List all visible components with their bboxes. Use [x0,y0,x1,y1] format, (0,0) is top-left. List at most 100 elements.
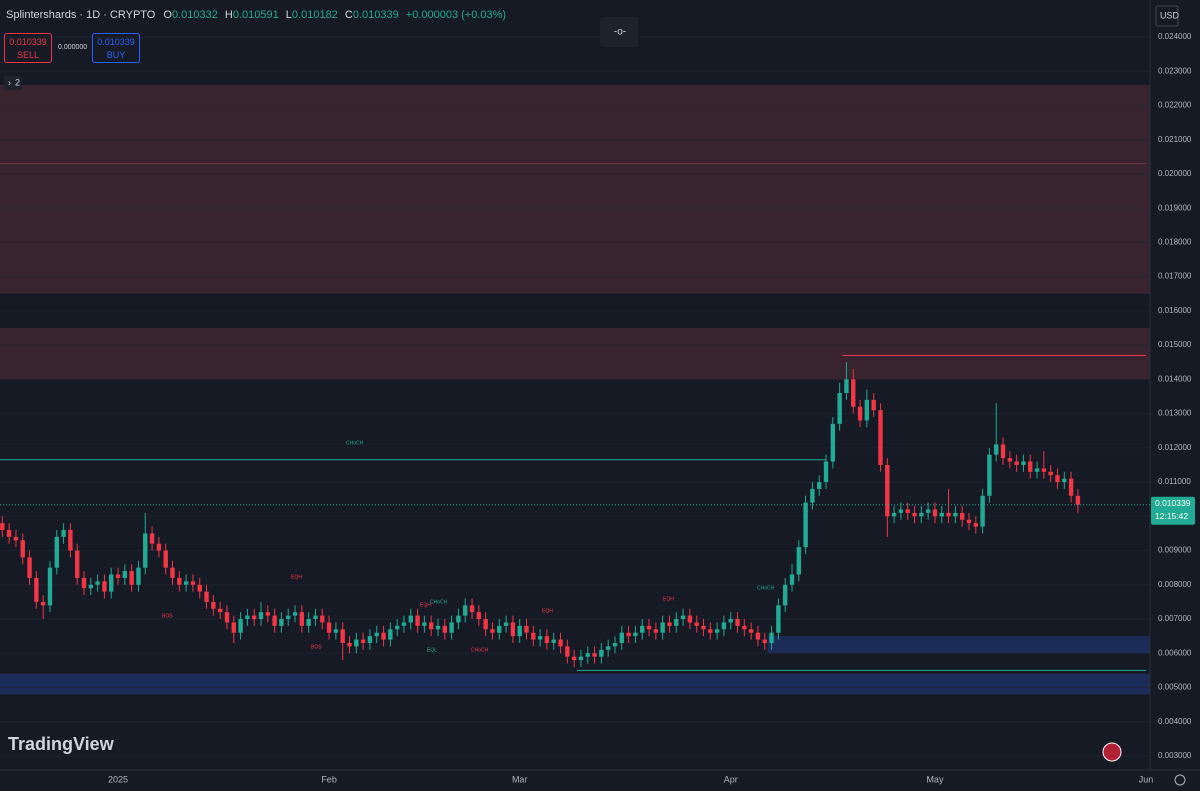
ohlc-value: 0.010182 [291,9,338,21]
candle-body [20,540,25,558]
candle-body [34,577,39,602]
candle-body [340,629,345,643]
candle-body [551,639,556,643]
candle-body [251,615,257,620]
candle-body [217,608,223,613]
currency-button[interactable] [1155,5,1179,27]
toolbar-icon[interactable]: -o- [614,27,626,38]
y-tick-label: 0.013000 [1158,409,1192,418]
candle-body [408,615,413,623]
indicators-toggle[interactable] [4,76,22,90]
x-tick-label: 2025 [108,774,128,784]
candle-body [510,622,516,637]
indicators-icon: › [8,77,11,87]
candle-body [571,656,577,661]
candle-body [6,529,12,537]
candle-body [197,584,202,592]
candle-body [177,577,182,585]
candle-body [428,622,434,630]
candle-body [1014,461,1019,465]
symbol[interactable]: Splintershards · 1D · CRYPTO [6,9,156,21]
candle-body [463,605,468,616]
annotation: BOS [311,644,322,650]
logo: TradingView [8,734,115,754]
candle-body [748,629,754,633]
ohlc: O0.010332 H0.010591 L0.010182 C0.010339 … [163,9,510,21]
ohlc-value: 0.010591 [232,9,279,21]
x-tick-label: Jun [1139,774,1154,784]
y-tick-label: 0.019000 [1158,203,1192,212]
candle-body [238,619,243,633]
candle-body [987,454,992,496]
candle-body [292,612,298,616]
candle-body [667,622,672,626]
candle-body [483,619,488,630]
candle-body [803,502,808,548]
candle-body [755,632,761,640]
candle-body [714,629,720,633]
annotation: CHoCH [346,440,364,446]
candle-body [735,619,740,626]
spread: 0.000000 [58,44,88,51]
candle-body [388,629,393,640]
indicators-count: 2 [15,77,20,87]
y-tick-label: 0.017000 [1158,272,1192,281]
candle-body [326,622,332,633]
y-tick-label: 0.005000 [1158,683,1192,692]
settings-icon[interactable] [1174,774,1186,786]
candle-body [626,632,631,637]
candle-body [708,629,713,633]
candle-body [204,591,209,602]
candle-body [694,622,699,626]
candle-body [74,550,80,578]
flag-icon[interactable] [1102,742,1122,762]
candle-body [313,615,318,620]
y-tick-label: 0.018000 [1158,238,1192,247]
candle-body [782,584,788,606]
candle-body [919,512,924,517]
sell-button[interactable]: 0.010339 SELL [4,33,52,63]
candle-body [721,622,727,630]
candle-body [54,536,59,568]
candle-body [1034,468,1040,472]
candle-body [1068,478,1074,496]
y-tick-label: 0.022000 [1158,101,1192,110]
currency[interactable]: USD [1160,10,1180,20]
candle-body [394,625,400,630]
buy-label: BUY [106,50,126,60]
candle-body [40,601,46,606]
buy-button[interactable]: 0.010339 BUY [92,33,140,63]
candle-body [612,642,618,647]
candle-body [469,605,475,613]
candle-body [537,636,543,640]
y-tick-label: 0.012000 [1158,443,1192,452]
candle-body [47,567,53,606]
x-tick-label: Mar [512,774,528,784]
toolbar[interactable] [600,17,638,47]
candle-body [149,533,155,544]
candle-body [837,393,842,424]
ohlc-key: C [344,9,353,21]
y-tick-label: 0.021000 [1158,135,1192,144]
candle-body [442,625,448,633]
candle-body [885,464,890,517]
candle-body [912,512,917,517]
candle-body [286,615,291,620]
y-tick-label: 0.006000 [1158,648,1192,657]
candle-body [742,625,747,630]
candle-body [966,519,972,524]
y-tick-label: 0.023000 [1158,66,1192,75]
change: +0.000003 (+0.03%) [405,9,507,21]
candle-body [578,656,584,661]
annotation: EQH [542,608,553,614]
candle-body [810,488,815,503]
candle-body [503,622,509,626]
annotation: CHoCH [471,647,489,653]
candle-body [796,547,801,575]
candle-body [320,615,325,623]
candle-body [354,639,359,647]
candle-body [939,512,944,517]
candle-body [183,581,189,585]
